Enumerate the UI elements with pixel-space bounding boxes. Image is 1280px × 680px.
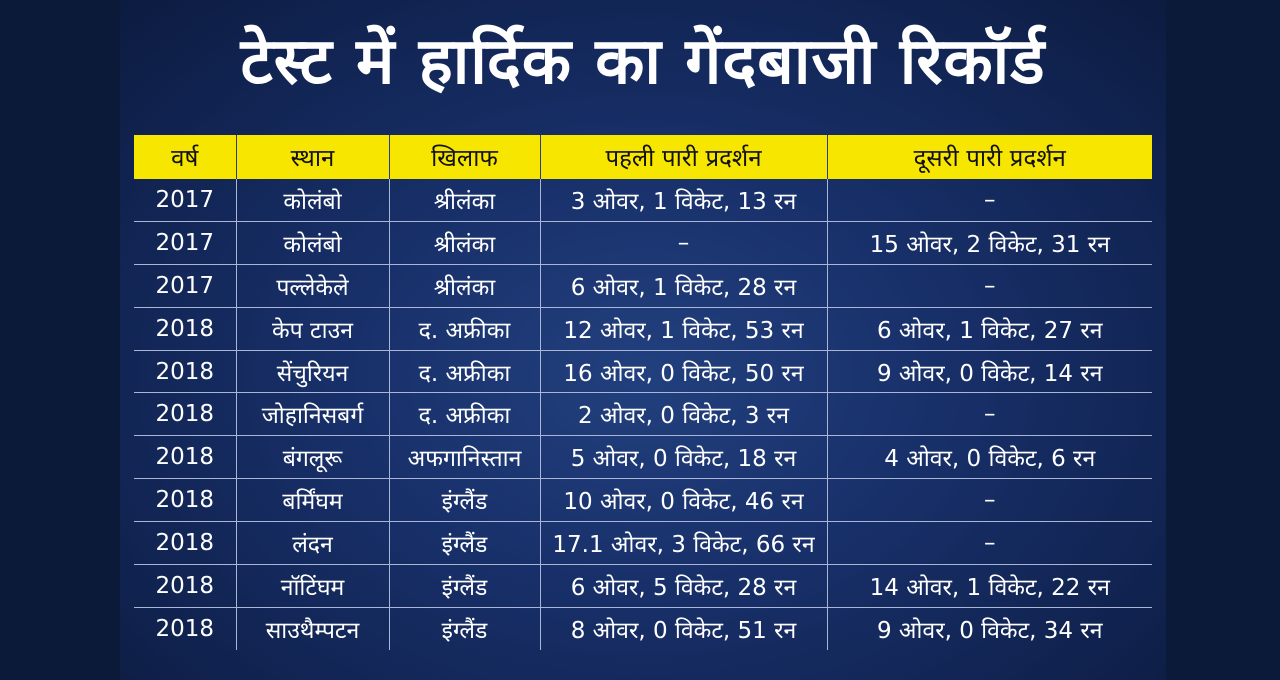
cell-venue: बंगलूरू <box>236 435 390 480</box>
left-margin <box>0 0 120 680</box>
cell-year: 2017 <box>134 179 237 222</box>
cell-year: 2017 <box>134 221 237 265</box>
cell-year: 2018 <box>134 435 237 480</box>
table-row: 2018 बंगलूरू अफगानिस्तान 5 ओवर, 0 विकेट,… <box>134 435 1152 480</box>
bowling-record-table: वर्ष स्थान खिलाफ पहली पारी प्रदर्शन दूसर… <box>134 135 1152 650</box>
cell-venue: जोहानिसबर्ग <box>236 392 390 437</box>
cell-venue: बर्मिंघम <box>236 478 390 523</box>
cell-first-innings: 8 ओवर, 0 विकेट, 51 रन <box>540 607 828 650</box>
cell-year: 2018 <box>134 478 237 523</box>
cell-venue: नॉटिंघम <box>236 564 390 608</box>
cell-second-innings: 6 ओवर, 1 विकेट, 27 रन <box>827 307 1152 351</box>
cell-opponent: द. अफ्रीका <box>389 392 541 437</box>
cell-year: 2018 <box>134 350 237 394</box>
cell-opponent: द. अफ्रीका <box>389 307 541 351</box>
cell-second-innings: 9 ओवर, 0 विकेट, 34 रन <box>876 617 1103 644</box>
table-row: 2017 कोलंबो श्रीलंका 3 ओवर, 1 विकेट, 13 … <box>134 179 1152 222</box>
cell-opponent: श्रीलंका <box>389 264 541 308</box>
header-second-innings: दूसरी पारी प्रदर्शन <box>827 135 1152 179</box>
header-venue: स्थान <box>236 135 390 179</box>
cell-venue: केप टाउन <box>236 307 390 351</box>
cell-first-innings: 17.1 ओवर, 3 विकेट, 66 रन <box>540 521 828 566</box>
cell-year: 2018 <box>134 392 237 437</box>
page-title: टेस्ट में हार्दिक का गेंदबाजी रिकॉर्ड <box>240 25 1046 99</box>
cell-year: 2018 <box>134 307 237 351</box>
cell-opponent: इंग्लैंड <box>389 478 541 523</box>
cell-year: 2017 <box>134 264 237 308</box>
cell-second-innings: – <box>827 478 1152 523</box>
cell-first-innings: 6 ओवर, 1 विकेट, 28 रन <box>540 264 828 308</box>
cell-first-innings: 3 ओवर, 1 विकेट, 13 रन <box>540 179 828 222</box>
cell-second-innings: – <box>827 392 1152 437</box>
table-row: 2018 लंदन इंग्लैंड 17.1 ओवर, 3 विकेट, 66… <box>134 521 1152 566</box>
table-row: 2018 नॉटिंघम इंग्लैंड 6 ओवर, 5 विकेट, 28… <box>134 564 1152 608</box>
table-header-row: वर्ष स्थान खिलाफ पहली पारी प्रदर्शन दूसर… <box>134 135 1152 179</box>
cell-first-innings: 12 ओवर, 1 विकेट, 53 रन <box>540 307 828 351</box>
cell-second-innings: 9 ओवर, 0 विकेट, 14 रन <box>827 350 1152 394</box>
cell-opponent: श्रीलंका <box>389 221 541 265</box>
cell-year: 2018 <box>134 521 237 566</box>
cell-venue: कोलंबो <box>236 221 390 265</box>
cell-first-innings: – <box>540 221 828 265</box>
table-row: 2018 बर्मिंघम इंग्लैंड 10 ओवर, 0 विकेट, … <box>134 478 1152 523</box>
cell-second-innings: 4 ओवर, 0 विकेट, 6 रन <box>827 435 1152 480</box>
cell-opponent: इंग्लैंड <box>389 521 541 566</box>
cell-first-innings: 5 ओवर, 0 विकेट, 18 रन <box>540 435 828 480</box>
cell-first-innings: 10 ओवर, 0 विकेट, 46 रन <box>540 478 828 523</box>
cell-venue: लंदन <box>236 521 390 566</box>
table-row: 2018 सेंचुरियन द. अफ्रीका 16 ओवर, 0 विके… <box>134 350 1152 394</box>
cell-opponent: द. अफ्रीका <box>389 350 541 394</box>
cell-second-innings: – <box>827 179 1152 222</box>
main-panel: टेस्ट में हार्दिक का गेंदबाजी रिकॉर्ड वर… <box>120 0 1166 680</box>
cell-year: 2018 <box>134 607 237 650</box>
cell-second-innings: 14 ओवर, 1 विकेट, 22 रन <box>827 564 1152 608</box>
cell-first-innings: 16 ओवर, 0 विकेट, 50 रन <box>540 350 828 394</box>
cell-second-innings: – <box>827 264 1152 308</box>
cell-venue: पल्लेकेले <box>236 264 390 308</box>
header-year: वर्ष <box>134 135 237 179</box>
cell-venue: साउथैम्पटन <box>236 607 390 650</box>
header-first-innings: पहली पारी प्रदर्शन <box>540 135 828 179</box>
cell-first-innings: 2 ओवर, 0 विकेट, 3 रन <box>540 392 828 437</box>
table-row: 2018 केप टाउन द. अफ्रीका 12 ओवर, 1 विकेट… <box>134 307 1152 351</box>
cell-opponent: इंग्लैंड <box>389 564 541 608</box>
table-row: 2018 जोहानिसबर्ग द. अफ्रीका 2 ओवर, 0 विक… <box>134 392 1152 437</box>
header-opponent: खिलाफ <box>389 135 541 179</box>
cell-venue: सेंचुरियन <box>236 350 390 394</box>
cell-year: 2018 <box>134 564 237 608</box>
cell-second-innings: 15 ओवर, 2 विकेट, 31 रन <box>827 221 1152 265</box>
cell-opponent: अफगानिस्तान <box>389 435 541 480</box>
cell-opponent: श्रीलंका <box>389 179 541 222</box>
cell-first-innings: 6 ओवर, 5 विकेट, 28 रन <box>540 564 828 608</box>
cell-venue: कोलंबो <box>236 179 390 222</box>
right-margin <box>1160 0 1280 680</box>
cell-second-innings: – <box>827 521 1152 566</box>
table-row: 2017 पल्लेकेले श्रीलंका 6 ओवर, 1 विकेट, … <box>134 264 1152 308</box>
table-row: 2017 कोलंबो श्रीलंका – 15 ओवर, 2 विकेट, … <box>134 221 1152 265</box>
cell-opponent: इंग्लैंड <box>389 607 541 650</box>
table-row: 2018 साउथैम्पटन इंग्लैंड 8 ओवर, 0 विकेट,… <box>134 607 1152 650</box>
